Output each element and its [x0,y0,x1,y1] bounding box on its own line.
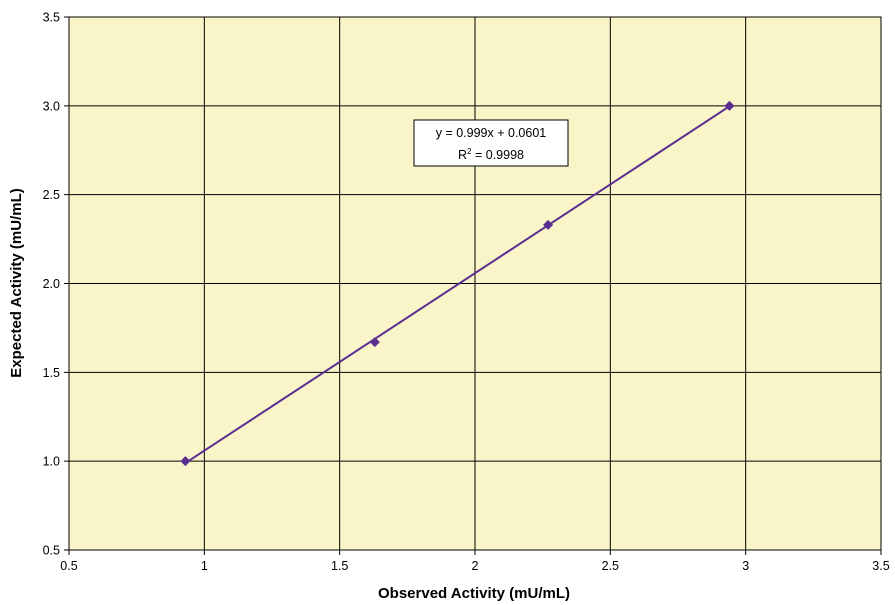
y-tick-labels: 0.5 1.0 1.5 2.0 2.5 3.0 3.5 [43,11,60,558]
x-tick-label: 1 [201,559,208,573]
y-tick-label: 2.0 [43,277,60,291]
x-tick-label: 3 [742,559,749,573]
r-squared-value: = 0.9998 [472,148,525,162]
x-tick-label: 2 [472,559,479,573]
trendline-equation: y = 0.999x + 0.0601 [436,126,547,140]
trendline [184,105,730,464]
data-point-diamond [543,219,554,230]
r-squared-prefix: R [458,148,467,162]
equation-box-frame [413,119,569,167]
y-tick-label: 0.5 [43,544,60,558]
data-point-diamond [180,456,191,467]
y-tick-label: 1.0 [43,455,60,469]
x-tick-label: 2.5 [602,559,619,573]
y-tick-label: 3.5 [43,11,60,25]
x-axis-title: Observed Activity (mU/mL) [378,585,570,602]
y-axis-title: Expected Activity (mU/mL) [8,188,25,378]
x-tick-labels: 0.5 1 1.5 2 2.5 3 3.5 [60,559,889,573]
data-point-diamond [369,337,380,348]
r-squared: R2 = 0.9998 [458,147,524,162]
y-tick-label: 1.5 [43,366,60,380]
x-tick-label: 0.5 [60,559,77,573]
data-point-diamond [724,100,735,111]
grid-lines [64,16,882,555]
x-tick-label: 3.5 [872,559,889,573]
r-squared-superscript: 2 [467,147,472,156]
x-tick-label: 1.5 [331,559,348,573]
y-tick-label: 2.5 [43,188,60,202]
data-points [180,100,735,467]
equation-box: y = 0.999x + 0.0601 R2 = 0.9998 [413,119,569,167]
y-tick-label: 3.0 [43,99,60,113]
